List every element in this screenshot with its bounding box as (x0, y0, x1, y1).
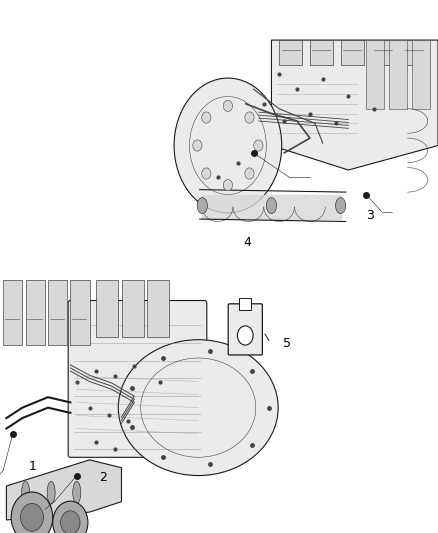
Bar (25, 280, 45, 345)
Circle shape (202, 112, 211, 123)
Ellipse shape (73, 481, 81, 504)
Bar (48, 280, 67, 345)
Text: 3: 3 (366, 209, 374, 222)
Bar (413, 40, 430, 109)
Circle shape (245, 168, 254, 179)
Bar (341, 40, 364, 64)
Bar (121, 280, 144, 337)
Bar (96, 280, 118, 337)
Bar (402, 40, 425, 64)
Bar (147, 280, 170, 337)
Polygon shape (272, 40, 438, 170)
Circle shape (53, 501, 88, 533)
Circle shape (202, 168, 211, 179)
FancyBboxPatch shape (68, 301, 207, 457)
Bar (366, 40, 384, 109)
Circle shape (254, 140, 263, 151)
Bar (310, 40, 333, 64)
Bar (279, 40, 302, 64)
Circle shape (11, 492, 53, 533)
Ellipse shape (174, 78, 282, 213)
FancyBboxPatch shape (228, 304, 262, 355)
Bar (239, 298, 251, 310)
Ellipse shape (336, 198, 346, 214)
Circle shape (21, 504, 43, 531)
Bar (389, 40, 407, 109)
Text: 5: 5 (283, 337, 291, 350)
Circle shape (61, 511, 80, 533)
Text: 2: 2 (99, 471, 107, 483)
Ellipse shape (197, 198, 207, 214)
Ellipse shape (21, 481, 30, 504)
Circle shape (223, 100, 233, 111)
Circle shape (223, 180, 233, 191)
Circle shape (237, 326, 253, 345)
Ellipse shape (266, 198, 276, 214)
Ellipse shape (118, 340, 278, 475)
Bar (3, 280, 22, 345)
Polygon shape (7, 460, 121, 520)
Text: 1: 1 (29, 460, 37, 473)
Bar (371, 40, 395, 64)
Circle shape (193, 140, 202, 151)
Circle shape (245, 112, 254, 123)
Ellipse shape (47, 481, 55, 504)
Bar (71, 280, 89, 345)
Text: 4: 4 (244, 236, 251, 249)
